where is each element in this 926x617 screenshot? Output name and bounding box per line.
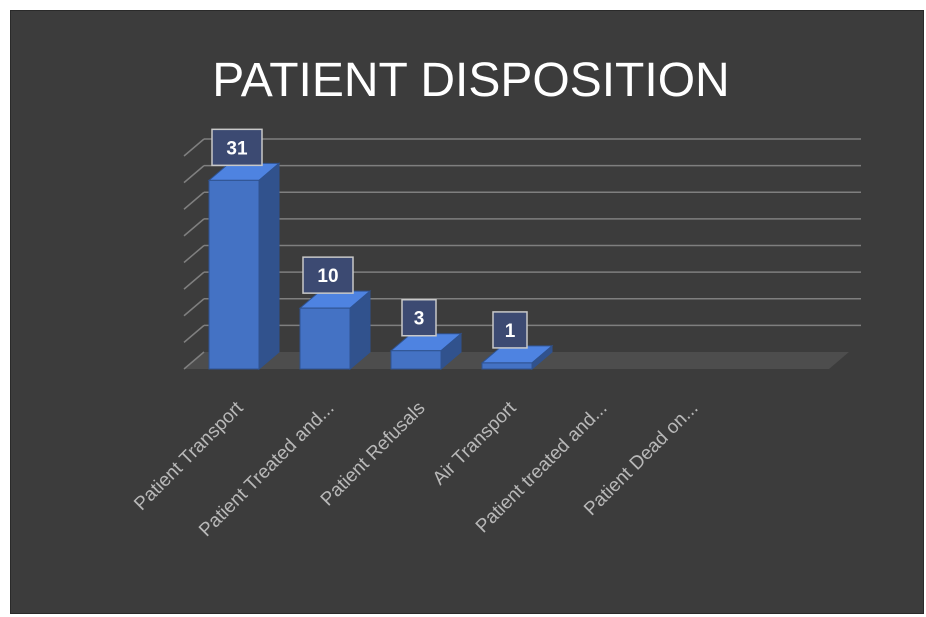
bar-front bbox=[481, 362, 533, 370]
bar-side bbox=[258, 162, 280, 371]
bar-front bbox=[208, 179, 260, 370]
data-label-text: 10 bbox=[317, 266, 338, 287]
bars bbox=[207, 162, 554, 371]
bar-front bbox=[299, 307, 351, 370]
gridline-side bbox=[183, 165, 205, 184]
gridline-side bbox=[183, 298, 205, 317]
gridline-side bbox=[183, 271, 205, 290]
chart-frame: PATIENT DISPOSITION 31 10 3 1 Patient Trans… bbox=[10, 10, 924, 614]
gridline-side bbox=[183, 191, 205, 210]
bar-front bbox=[390, 350, 442, 370]
bar bbox=[389, 332, 463, 371]
category-label: Air Transport bbox=[429, 397, 521, 489]
chart-title: PATIENT DISPOSITION bbox=[212, 54, 729, 107]
gridline-side bbox=[183, 351, 205, 370]
data-label-box bbox=[211, 128, 263, 167]
data-label-text: 31 bbox=[226, 138, 248, 159]
bar bbox=[298, 290, 372, 371]
gridline-side bbox=[183, 218, 205, 237]
data-label-text: 1 bbox=[505, 321, 516, 342]
data-label-box bbox=[401, 298, 437, 337]
bar bbox=[480, 344, 554, 371]
data-label-box bbox=[302, 256, 354, 294]
gridline-side bbox=[183, 138, 205, 157]
data-label-text: 3 bbox=[414, 309, 425, 330]
data-label: 3 bbox=[401, 298, 437, 337]
bar bbox=[207, 162, 281, 371]
data-label: 10 bbox=[302, 256, 354, 294]
data-label: 1 bbox=[492, 311, 528, 349]
data-label-box bbox=[492, 311, 528, 349]
gridline-side bbox=[183, 324, 205, 343]
gridline-side bbox=[183, 244, 205, 264]
data-label: 31 bbox=[211, 128, 263, 167]
